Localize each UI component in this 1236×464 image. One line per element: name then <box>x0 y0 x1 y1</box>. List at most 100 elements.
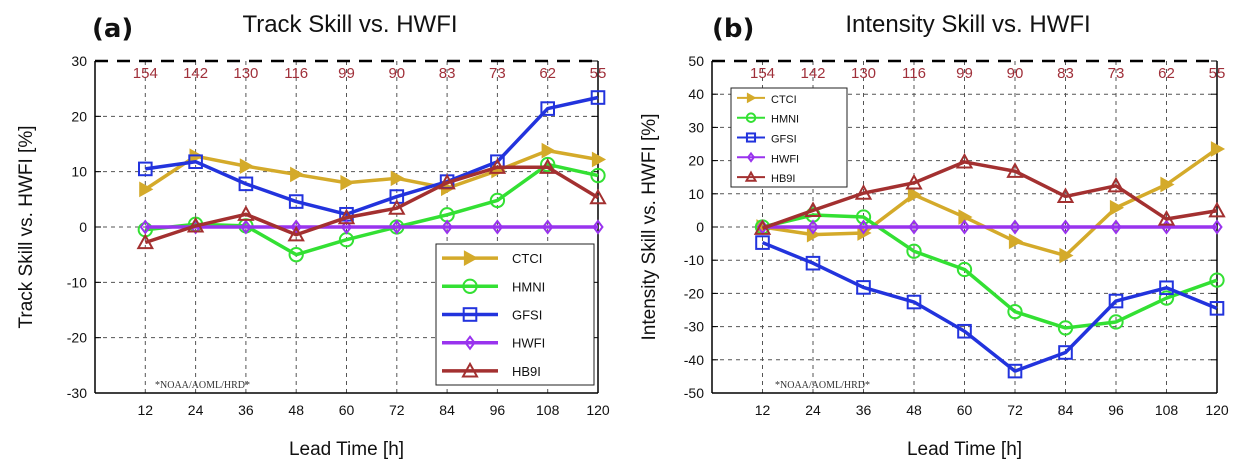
panel-label: (a) <box>92 14 133 44</box>
x-tick-label: 36 <box>238 402 254 418</box>
series-line-hb9i <box>144 165 599 245</box>
y-tick-label: 20 <box>688 153 704 169</box>
data-point <box>590 167 606 184</box>
y-tick-label: -10 <box>67 274 87 290</box>
sample-count: 99 <box>956 65 973 82</box>
legend-marker <box>745 112 757 123</box>
data-point <box>1007 363 1023 379</box>
legend-marker <box>746 92 757 104</box>
sample-count: 116 <box>902 65 926 82</box>
data-point <box>540 101 556 116</box>
sample-count: 142 <box>183 65 208 82</box>
series-line-hb9i <box>761 160 1218 230</box>
x-tick-label: 108 <box>536 402 560 418</box>
data-point <box>907 186 923 203</box>
data-point <box>540 156 556 173</box>
sample-count: 62 <box>1158 65 1175 82</box>
data-point <box>956 261 973 278</box>
sample-count: 116 <box>284 65 308 82</box>
y-tick-label: 40 <box>688 86 704 102</box>
series-line-hmni <box>145 162 599 257</box>
y-axis-label: Intensity Skill vs. HWFI [%] <box>639 114 660 341</box>
data-point <box>340 219 353 235</box>
data-point <box>1058 345 1073 360</box>
y-tick-label: 0 <box>696 219 704 235</box>
data-point <box>139 181 154 198</box>
series-line-gfsi <box>145 95 599 217</box>
data-point <box>288 194 304 209</box>
x-tick-label: 120 <box>586 402 610 418</box>
chart-panel-b: -50 -40 -30 -20 -10 0 10 20 30 40 50 12 24 36 48 60 72 84… <box>639 11 1229 460</box>
data-point <box>438 173 456 190</box>
data-point <box>906 243 922 259</box>
x-tick-label: 84 <box>439 402 455 418</box>
series-line-hmni <box>762 213 1218 330</box>
data-point <box>856 280 871 295</box>
sample-count: 90 <box>388 65 405 82</box>
data-point <box>288 247 304 263</box>
y-axis-label: Track Skill vs. HWFI [%] <box>16 125 37 328</box>
data-point <box>1159 280 1174 296</box>
data-point <box>589 188 607 205</box>
legend-label: HWFI <box>771 153 799 165</box>
data-point <box>1209 272 1225 288</box>
data-point <box>239 158 254 174</box>
chart-title: Track Skill vs. HWFI <box>242 11 457 38</box>
sample-count: 99 <box>338 65 355 82</box>
legend: CTCI HMNI GFSI HWFI HB9I <box>435 243 595 386</box>
x-tick-label: 72 <box>1007 402 1023 418</box>
sample-count: 142 <box>800 65 825 82</box>
x-tick-label: 24 <box>188 402 204 418</box>
x-tick-label: 84 <box>1058 402 1074 418</box>
data-point <box>441 219 453 235</box>
y-tick-label: -20 <box>67 330 87 346</box>
legend-marker <box>746 151 756 163</box>
x-axis-label: Lead Time [h] <box>907 439 1022 460</box>
data-point <box>1211 219 1223 235</box>
data-point <box>807 219 819 235</box>
data-point <box>1108 314 1124 330</box>
data-point <box>1007 304 1023 320</box>
y-tick-label: 50 <box>688 53 704 69</box>
legend-marker <box>464 335 476 351</box>
y-tick-label: -40 <box>684 352 704 368</box>
series-gfsi <box>755 235 1225 379</box>
data-point <box>488 158 507 174</box>
data-point <box>905 173 923 190</box>
data-point <box>186 216 205 233</box>
y-tick-label: 30 <box>688 119 704 135</box>
data-point <box>1008 233 1024 250</box>
sample-count: 154 <box>133 65 158 82</box>
x-tick-label: 36 <box>856 402 872 418</box>
legend-label: GFSI <box>771 134 797 146</box>
legend-label: HMNI <box>512 279 545 294</box>
data-point <box>539 158 557 174</box>
legend-marker <box>462 278 478 294</box>
data-point <box>955 152 974 169</box>
data-point <box>138 161 153 177</box>
series-gfsi <box>138 90 606 222</box>
x-tick-label: 72 <box>389 402 405 418</box>
data-point <box>136 233 154 250</box>
data-point <box>592 219 604 235</box>
sample-count: 62 <box>539 65 556 82</box>
sample-count: 130 <box>233 65 258 82</box>
sample-count: 55 <box>590 65 607 82</box>
x-tick-label: 48 <box>288 402 304 418</box>
x-tick-label: 60 <box>339 402 355 418</box>
x-tick-label: 12 <box>755 402 771 418</box>
series-hwfi <box>756 219 1223 235</box>
chart-title: Intensity Skill vs. HWFI <box>845 11 1090 38</box>
x-tick-label: 60 <box>957 402 973 418</box>
y-tick-label: -30 <box>684 319 704 335</box>
data-point <box>1109 199 1125 216</box>
x-axis-label: Lead Time [h] <box>289 439 404 460</box>
data-point <box>1160 176 1175 193</box>
panel-label: (b) <box>712 14 754 44</box>
legend-label: GFSI <box>512 308 542 323</box>
data-point <box>1157 209 1176 226</box>
y-tick-label: 0 <box>79 219 87 235</box>
chart-panel-a: -30 -20 -10 0 10 20 30 12 24 36 48 60 72 84 96 108 120 15… <box>16 11 610 460</box>
sample-count: 130 <box>851 65 876 82</box>
data-point <box>390 170 405 187</box>
